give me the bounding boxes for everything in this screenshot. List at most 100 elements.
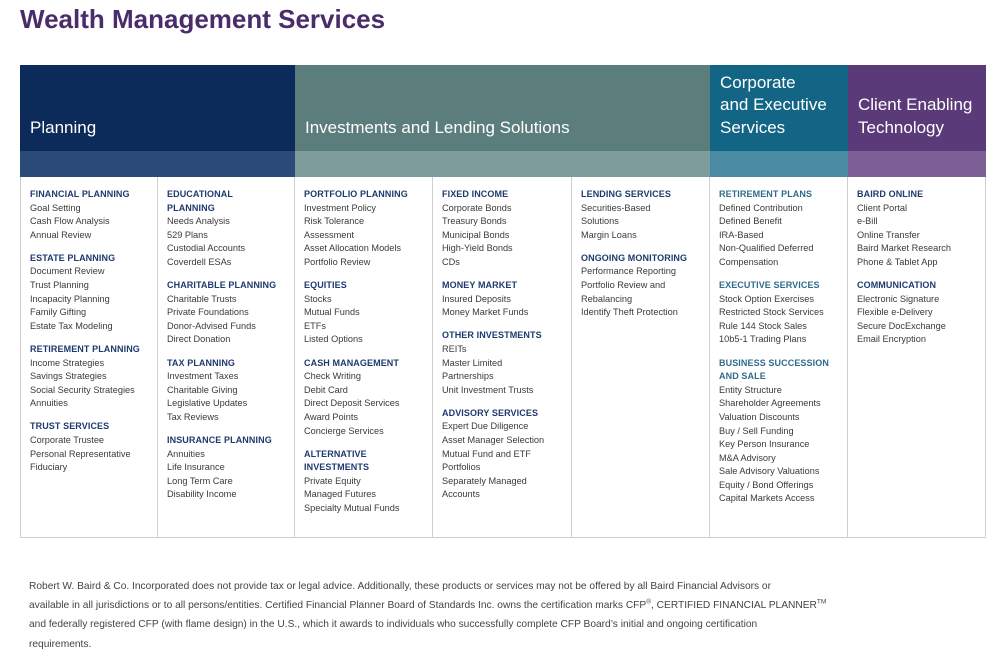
service-item: Equity / Bond Offerings (719, 479, 814, 490)
service-item: REITs (442, 343, 467, 354)
service-item: Master Limited (442, 357, 503, 368)
service-item: Online Transfer (857, 229, 920, 240)
service-item: Sale Advisory Valuations (719, 466, 820, 477)
service-item: Charitable Giving (167, 384, 238, 395)
service-item: Rebalancing (581, 293, 633, 304)
service-item: Portfolio Review and (581, 280, 666, 291)
section-heading: INSURANCE PLANNING (167, 435, 272, 445)
service-item: Direct Deposit Services (304, 398, 400, 409)
service-item: Incapacity Planning (30, 293, 110, 304)
page-title: Wealth Management Services (20, 4, 386, 34)
service-item: Specialty Mutual Funds (304, 502, 400, 513)
service-item: Money Market Funds (442, 307, 529, 318)
service-item: Stocks (304, 293, 332, 304)
corporate-header-label: Corporate and Executive Services (720, 72, 827, 137)
service-item: Defined Contribution (719, 202, 803, 213)
service-item: e-Bill (857, 216, 878, 227)
service-item: Charitable Trusts (167, 293, 237, 304)
service-item: Shareholder Agreements (719, 398, 821, 409)
service-item: Personal Representative (30, 448, 131, 459)
section-equities: EQUITIES Stocks Mutual Funds ETFs Listed Opt… (304, 279, 432, 347)
service-item: Document Review (30, 266, 105, 277)
section-executive-services: EXECUTIVE SERVICES Stock Option Exercises… (719, 279, 847, 347)
section-educational-planning: EDUCATIONAL PLANNING Needs Analysis 529 Pla… (167, 188, 294, 270)
section-trust-services: TRUST SERVICES Corporate Trustee Personal … (30, 420, 157, 474)
service-item: Expert Due Diligence (442, 421, 529, 432)
service-item: ETFs (304, 320, 326, 331)
section-heading: OTHER INVESTMENTS (442, 330, 542, 341)
section-ongoing-monitoring: ONGOING MONITORING Performance Reporting P… (581, 252, 709, 320)
investments-header: Investments and Lending Solutions (295, 65, 710, 151)
service-item: Flexible e-Delivery (857, 307, 933, 318)
service-item: Insured Deposits (442, 293, 511, 304)
section-heading: AND SALE (719, 371, 766, 382)
section-communication: COMMUNICATION Electronic Signature Flexibl… (857, 279, 985, 347)
corporate-subheader-band (710, 151, 848, 177)
service-item: Social Security Strategies (30, 384, 135, 395)
section-other-investments: OTHER INVESTMENTS REITs Master Limited Part… (442, 329, 571, 397)
section-heading: EQUITIES (304, 280, 347, 291)
service-item: High-Yield Bonds (442, 243, 513, 254)
section-cash-management: CASH MANAGEMENT Check Writing Debit Card Di… (304, 357, 432, 439)
service-item: Goal Setting (30, 202, 81, 213)
service-item: Private Foundations (167, 307, 249, 318)
section-heading: MONEY MARKET (442, 280, 518, 291)
service-item: Private Equity (304, 475, 361, 486)
service-item: Trust Planning (30, 280, 89, 291)
service-item: Disability Income (167, 489, 237, 500)
service-item: Needs Analysis (167, 216, 230, 227)
service-item: Mutual Fund and ETF (442, 448, 531, 459)
section-heading: ESTATE PLANNING (30, 252, 116, 263)
column-investments-3: LENDING SERVICES Securities-Based Solution… (572, 177, 710, 537)
planning-header: Planning (20, 65, 295, 151)
disclaimer-line-1: Robert W. Baird & Co. Incorporated does … (29, 581, 771, 592)
service-item: Check Writing (304, 371, 362, 382)
section-heading: ONGOING MONITORING (581, 252, 688, 263)
service-item: Secure DocExchange (857, 320, 946, 331)
service-item: Accounts (442, 489, 480, 500)
service-item: Identify Theft Protection (581, 307, 678, 318)
section-heading: ADVISORY SERVICES (442, 407, 539, 418)
service-item: Concierge Services (304, 425, 384, 436)
service-item: Portfolio Review (304, 256, 371, 267)
section-heading: RETIREMENT PLANS (719, 189, 813, 199)
service-item: Managed Futures (304, 489, 377, 500)
planning-header-label: Planning (30, 117, 97, 137)
service-item: Annuities (30, 398, 68, 409)
technology-header-label: Client Enabling Technology (858, 95, 973, 137)
service-item: Portfolios (442, 462, 481, 473)
column-investments-1: PORTFOLIO PLANNING Investment Policy Risk … (295, 177, 433, 537)
section-heading: COMMUNICATION (857, 280, 937, 291)
section-alternative-investments: ALTERNATIVE INVESTMENTS Private Equity Mana… (304, 448, 432, 516)
section-heading: FIXED INCOME (442, 189, 509, 199)
service-item: Securities-Based (581, 202, 651, 213)
section-business-succession-and-sale: BUSINESS SUCCESSION AND SALE Entity Struct… (719, 357, 847, 507)
service-item: Annual Review (30, 229, 92, 240)
service-item: M&A Advisory (719, 452, 776, 463)
disclaimer-line-2: available in all jurisdictions or to all… (29, 598, 827, 612)
technology-subheader-band (848, 151, 986, 177)
corporate-header: Corporate and Executive Services (710, 65, 848, 151)
disclaimer-line-4: requirements. (29, 638, 92, 650)
service-item: Rule 144 Stock Sales (719, 320, 807, 331)
service-item: Corporate Trustee (30, 435, 105, 445)
service-item: Tax Reviews (167, 411, 219, 422)
service-item: Coverdell ESAs (167, 256, 232, 267)
column-planning-2: EDUCATIONAL PLANNING Needs Analysis 529 Pla… (158, 177, 295, 537)
section-retirement-plans: RETIREMENT PLANS Defined Contribution Defi… (719, 188, 847, 270)
investments-subheader-band (295, 151, 710, 177)
planning-subheader-band (20, 151, 295, 177)
service-item: Baird Market Research (857, 243, 951, 254)
service-item: Separately Managed (442, 475, 527, 486)
section-heading: EXECUTIVE SERVICES (719, 280, 820, 291)
service-item: Valuation Discounts (719, 411, 800, 422)
service-item: Restricted Stock Services (719, 307, 824, 318)
service-item: Cash Flow Analysis (30, 216, 110, 227)
service-item: Direct Donation (167, 334, 231, 345)
service-item: Municipal Bonds (442, 229, 510, 240)
service-item: Performance Reporting (581, 266, 676, 277)
service-item: Risk Tolerance (304, 216, 365, 227)
section-fixed-income: FIXED INCOME Corporate Bonds Treasury Bond… (442, 188, 571, 270)
service-item: Asset Allocation Models (304, 243, 402, 254)
service-item: Legislative Updates (167, 398, 248, 409)
